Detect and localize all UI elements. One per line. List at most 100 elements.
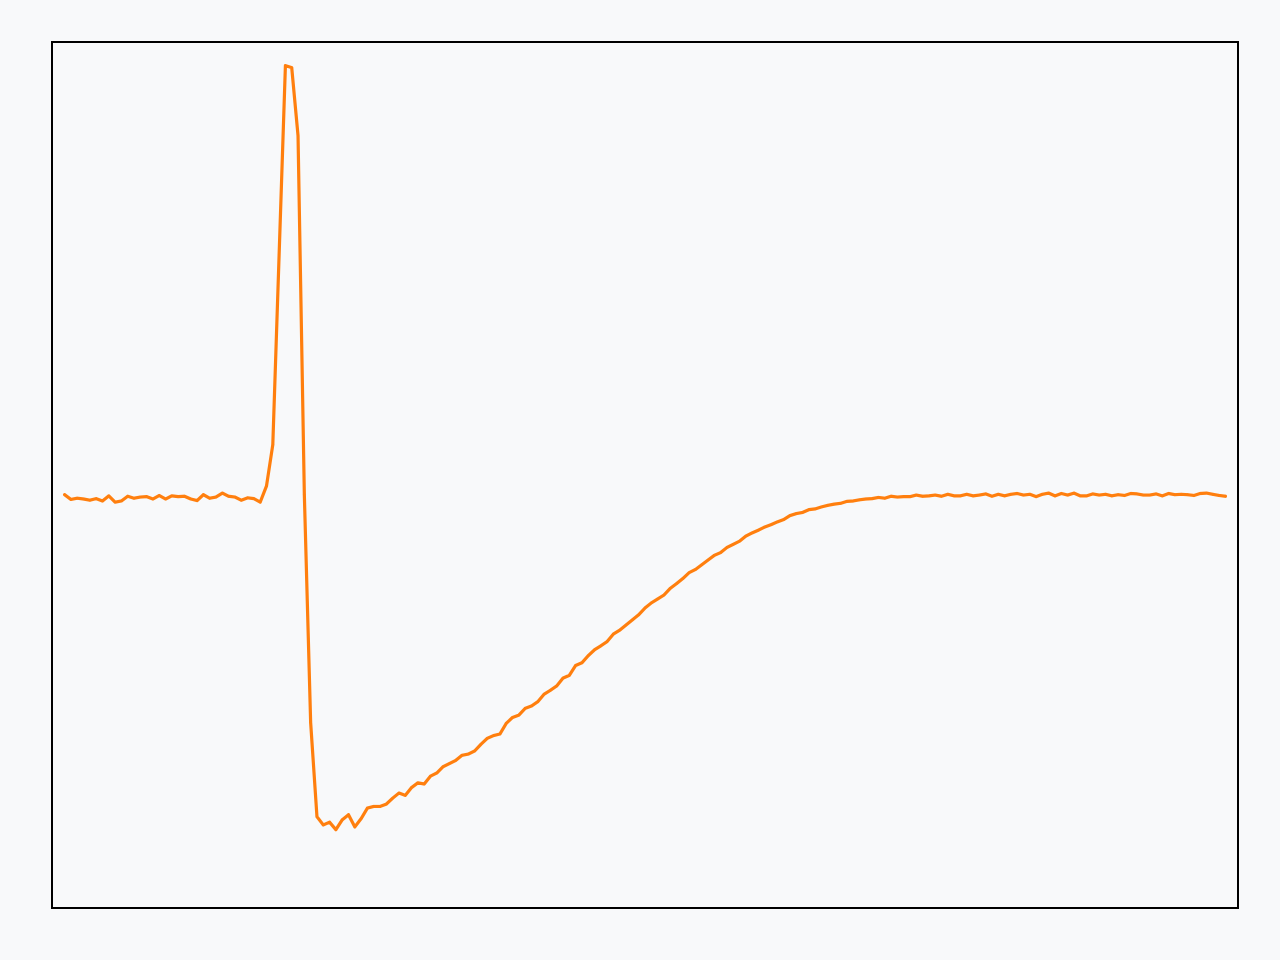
- data-point: [145, 495, 149, 499]
- data-point: [397, 791, 401, 795]
- data-point: [498, 732, 502, 736]
- data-point: [959, 494, 962, 498]
- data-point: [1135, 492, 1139, 496]
- data-point: [820, 505, 824, 509]
- data-point: [883, 496, 887, 500]
- data-point: [1116, 493, 1120, 497]
- data-point: [378, 805, 382, 808]
- data-point: [101, 499, 104, 503]
- data-point: [946, 492, 950, 496]
- data-point: [492, 734, 495, 737]
- data-point: [599, 644, 603, 648]
- data-point: [233, 495, 237, 499]
- data-point: [334, 828, 338, 832]
- data-point: [416, 781, 420, 785]
- data-point: [466, 752, 470, 756]
- data-point: [725, 546, 729, 549]
- data-point: [517, 713, 521, 717]
- data-point: [347, 813, 350, 817]
- data-point: [580, 661, 584, 665]
- data-point: [769, 523, 773, 526]
- data-point: [593, 648, 596, 652]
- data-point: [1053, 494, 1057, 498]
- data-point: [107, 494, 111, 498]
- data-point: [706, 558, 710, 562]
- data-point: [1154, 492, 1158, 496]
- data-point: [435, 771, 439, 775]
- data-point: [321, 823, 325, 827]
- data-point: [605, 640, 609, 643]
- data-point: [164, 497, 167, 501]
- data-point: [504, 721, 508, 725]
- data-point: [277, 253, 281, 257]
- data-point: [530, 704, 533, 708]
- data-point: [422, 782, 426, 786]
- data-point: [864, 497, 868, 501]
- data-point: [460, 753, 464, 757]
- data-point: [309, 721, 313, 724]
- data-point: [908, 495, 912, 499]
- data-point: [473, 749, 477, 753]
- data-point: [1123, 494, 1126, 497]
- data-point: [612, 632, 615, 636]
- data-point: [795, 512, 798, 515]
- data-point: [977, 493, 981, 497]
- data-point: [826, 503, 830, 507]
- data-point: [126, 494, 130, 498]
- data-point: [624, 623, 628, 627]
- data-point: [889, 494, 893, 498]
- data-point: [195, 499, 199, 502]
- data-point: [618, 628, 622, 632]
- data-point: [340, 818, 344, 822]
- data-point: [1179, 492, 1183, 496]
- data-point: [940, 494, 943, 498]
- data-point: [353, 825, 357, 829]
- data-point: [302, 493, 306, 497]
- data-point: [359, 817, 363, 821]
- data-point: [1192, 494, 1196, 497]
- data-point: [69, 498, 73, 501]
- data-point: [485, 736, 489, 740]
- data-point: [384, 802, 388, 806]
- data-point: [1047, 491, 1051, 495]
- data-point: [1217, 494, 1221, 497]
- data-point: [1211, 492, 1215, 496]
- data-point: [700, 563, 704, 567]
- data-point: [782, 518, 786, 521]
- data-point: [403, 794, 407, 797]
- data-point: [82, 497, 85, 501]
- data-point: [1066, 493, 1070, 497]
- data-point: [183, 494, 186, 498]
- data-point: [1059, 492, 1063, 495]
- data-point: [1167, 492, 1171, 495]
- data-point: [712, 553, 716, 557]
- data-point: [239, 498, 243, 502]
- data-point: [1003, 494, 1006, 498]
- data-point: [252, 497, 256, 501]
- data-point: [1091, 492, 1095, 496]
- data-point: [170, 494, 174, 498]
- data-point: [1223, 494, 1227, 498]
- data-point: [328, 820, 331, 824]
- data-point: [479, 742, 483, 746]
- data-point: [1104, 492, 1107, 496]
- data-point: [1085, 494, 1088, 498]
- data-point: [227, 494, 231, 498]
- data-point: [214, 495, 218, 499]
- data-point: [719, 551, 723, 554]
- data-point: [555, 684, 559, 688]
- data-point: [1141, 493, 1145, 497]
- data-point: [1148, 493, 1152, 497]
- data-point: [284, 64, 287, 68]
- data-point: [681, 577, 685, 580]
- data-point: [151, 497, 155, 501]
- data-point: [738, 539, 742, 543]
- data-point: [984, 492, 988, 496]
- data-point: [845, 499, 849, 503]
- data-point: [63, 493, 67, 497]
- data-point: [839, 501, 842, 505]
- data-point: [927, 494, 931, 498]
- data-point: [630, 618, 634, 622]
- data-point: [1186, 493, 1189, 497]
